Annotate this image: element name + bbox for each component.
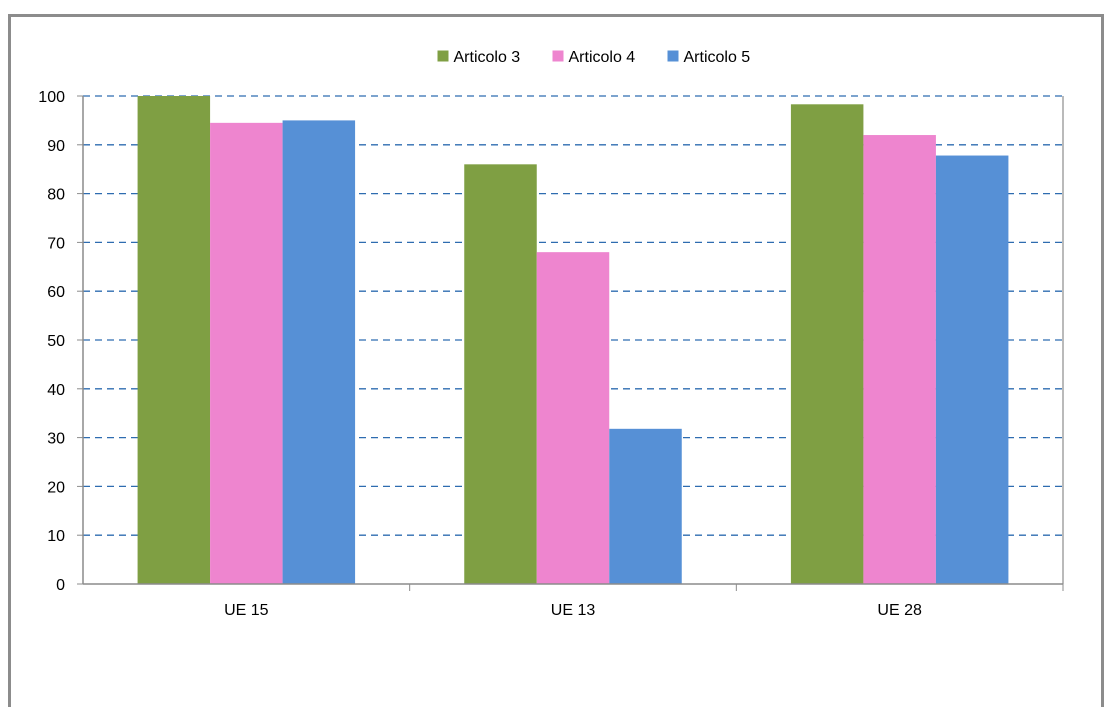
legend-swatch-articolo-5	[667, 50, 679, 62]
bar-articolo-5-ue-15	[282, 120, 356, 585]
x-tick-label-ue-13: UE 13	[551, 602, 596, 619]
bar-articolo-4-ue-28	[863, 135, 936, 585]
y-tick-label-30: 30	[47, 431, 65, 448]
y-tick-label-70: 70	[47, 235, 65, 252]
bar-articolo-3-ue-28	[790, 104, 864, 585]
y-tick-label-90: 90	[47, 138, 65, 155]
bar-articolo-3-ue-15	[137, 96, 211, 584]
bar-articolo-4-ue-13	[536, 252, 610, 584]
y-tick-label-0: 0	[56, 577, 65, 594]
x-tick-label-ue-28: UE 28	[877, 602, 922, 619]
x-axis-tick-labels: UE 15 UE 13 UE 28	[224, 602, 922, 619]
legend-label-articolo-3: Articolo 3	[454, 49, 521, 66]
frame-border-top	[8, 14, 1104, 17]
y-axis-tick-labels: 0 10 20 30 40 50 60 70 80 90 100	[38, 89, 65, 594]
y-tick-label-50: 50	[47, 333, 65, 350]
chart-legend: Articolo 3 Articolo 4 Articolo 5	[437, 49, 751, 66]
frame-border-left	[8, 14, 11, 707]
bar-articolo-5-ue-28	[935, 155, 1009, 584]
y-tick-label-80: 80	[47, 187, 65, 204]
bar-articolo-4-ue-15	[210, 122, 283, 584]
frame-border-right	[1101, 14, 1104, 707]
chart-axes	[77, 95, 1064, 591]
legend-swatch-articolo-3	[437, 50, 449, 62]
y-tick-label-100: 100	[38, 89, 65, 106]
y-tick-label-40: 40	[47, 382, 65, 399]
legend-swatch-articolo-4	[552, 50, 564, 62]
y-tick-label-20: 20	[47, 479, 65, 496]
legend-label-articolo-5: Articolo 5	[684, 49, 751, 66]
x-tick-label-ue-15: UE 15	[224, 602, 269, 619]
bar-articolo-5-ue-13	[609, 428, 682, 584]
chart-bars	[137, 96, 1009, 585]
legend-label-articolo-4: Articolo 4	[569, 49, 636, 66]
y-tick-label-60: 60	[47, 284, 65, 301]
y-tick-label-10: 10	[47, 528, 65, 545]
bar-articolo-3-ue-13	[464, 164, 537, 584]
